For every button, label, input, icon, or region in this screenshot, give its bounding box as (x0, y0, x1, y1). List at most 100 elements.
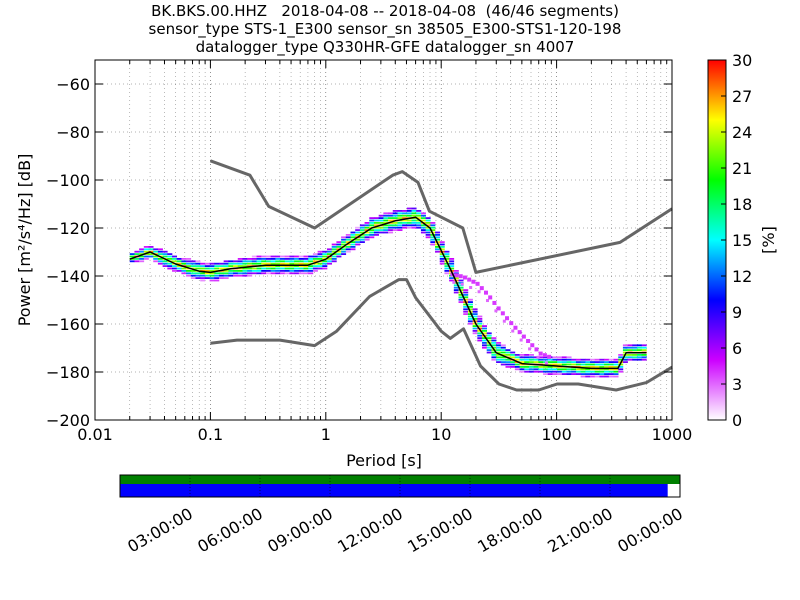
availability-tick-label: 18:00:00 (474, 504, 546, 556)
heatmap-cell (590, 366, 596, 368)
heatmap-cell (190, 265, 196, 267)
heatmap-cell (477, 318, 483, 320)
heatmap-cell (331, 248, 337, 251)
heatmap-cell (359, 236, 365, 239)
heatmap-cell (482, 330, 488, 332)
y-tick-label: −180 (46, 363, 90, 382)
heatmap-cell (533, 368, 539, 371)
heatmap-cell (383, 219, 389, 222)
heatmap-cell (364, 236, 370, 239)
heatmap-cell (411, 207, 417, 210)
heatmap-cell (322, 262, 328, 265)
heatmap-cell (181, 270, 187, 272)
heatmap-cell (416, 226, 422, 229)
heatmap-cell (420, 229, 426, 231)
heatmap-cell (491, 351, 497, 354)
heatmap-cell (599, 361, 605, 363)
colorbar: 0 3 6 9 12 15 18 21 24 27 30 (707, 51, 752, 430)
heatmap-cell (247, 270, 253, 272)
heatmap-cell (294, 270, 300, 272)
heatmap-cell (378, 222, 384, 224)
heatmap-cell (622, 356, 628, 359)
heatmap-cell (388, 212, 394, 215)
heatmap-cell (538, 370, 544, 373)
heatmap-cell (471, 279, 476, 284)
heatmap-cell (517, 330, 522, 335)
heatmap-cell (195, 267, 201, 270)
heatmap-cell (566, 361, 572, 363)
heatmap-cell (494, 309, 498, 313)
heatmap-cell (608, 375, 614, 378)
heatmap-cell (308, 265, 314, 267)
heatmap-cell (467, 303, 473, 306)
heatmap-cell (557, 356, 563, 359)
heatmap-cell (143, 250, 149, 253)
heatmap-cell (139, 260, 145, 263)
heatmap-cell (472, 313, 478, 315)
heatmap-cell (538, 366, 544, 368)
heatmap-cell (322, 250, 328, 253)
heatmap-cell (528, 358, 534, 361)
heatmap-cell (482, 342, 488, 344)
heatmap-cell (378, 231, 384, 234)
heatmap-cell (355, 234, 361, 236)
heatmap-cell (467, 306, 473, 308)
heatmap-cell (566, 368, 572, 371)
heatmap-cell (129, 260, 135, 263)
heatmap-cell (575, 370, 581, 373)
heatmap-cell (608, 368, 614, 371)
heatmap-cell (331, 250, 337, 253)
heatmap-cell (641, 344, 647, 347)
heatmap-cell (557, 370, 563, 373)
heatmap-cell (463, 306, 469, 308)
heatmap-cell (486, 351, 492, 354)
heatmap-cell (209, 262, 215, 265)
heatmap-cell (622, 344, 628, 347)
heatmap-cell (364, 234, 370, 236)
heatmap-cell (585, 361, 591, 363)
heatmap-cell (134, 258, 140, 260)
heatmap-cell (341, 248, 347, 251)
heatmap-cell (312, 262, 318, 265)
heatmap-cell (491, 358, 497, 361)
heatmap-cell (209, 265, 215, 267)
heatmap-cell (505, 354, 511, 356)
heatmap-cell (608, 358, 614, 361)
heatmap-cell (453, 291, 459, 294)
heatmap-cell (251, 270, 257, 272)
heatmap-cell (406, 214, 412, 217)
heatmap-cell (378, 226, 384, 229)
heatmap-cell (571, 370, 577, 373)
heatmap-cell (514, 356, 520, 359)
heatmap-cell (538, 358, 544, 361)
heatmap-cell (186, 265, 192, 267)
heatmap-cell (580, 368, 586, 371)
heatmap-cell (627, 344, 633, 347)
heatmap-cell (430, 241, 436, 243)
heatmap-cell (411, 226, 417, 229)
heatmap-cell (486, 339, 492, 342)
heatmap-cell (214, 274, 220, 277)
heatmap-cell (496, 344, 502, 347)
heatmap-cell (200, 265, 206, 267)
heatmap-cell (359, 229, 365, 231)
heatmap-cell (214, 272, 220, 275)
heatmap-cell (373, 217, 379, 219)
heatmap-cell (420, 217, 426, 219)
heatmap-cell (157, 253, 163, 255)
heatmap-cell (341, 253, 347, 255)
heatmap-cell (345, 243, 351, 246)
heatmap-cell (439, 258, 445, 260)
heatmap-cell (486, 344, 492, 347)
heatmap-cell (435, 248, 441, 251)
heatmap-cell (594, 361, 600, 363)
heatmap-cell (637, 346, 643, 349)
heatmap-cell (270, 270, 276, 272)
heatmap-cell (139, 248, 145, 251)
heatmap-cell (411, 212, 417, 215)
heatmap-cell (261, 272, 267, 275)
heatmap-cell (228, 265, 234, 267)
heatmap-cell (392, 214, 398, 217)
heatmap-cell (157, 250, 163, 253)
heatmap-cell (477, 339, 483, 342)
